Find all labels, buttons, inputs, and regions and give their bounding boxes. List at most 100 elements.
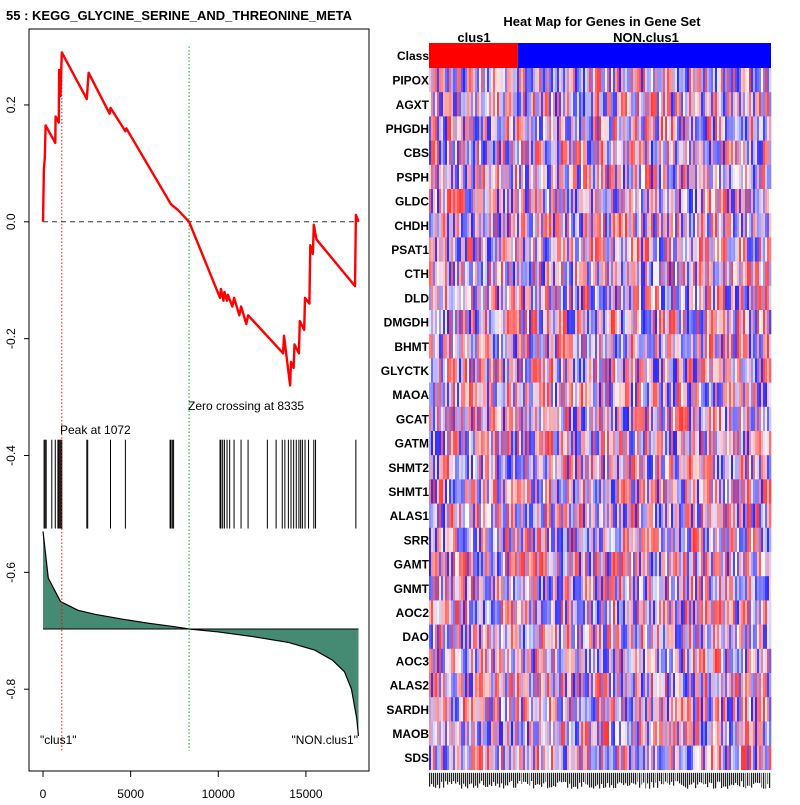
heatmap-cell	[695, 68, 697, 93]
heatmap-cell	[617, 334, 619, 359]
heatmap-cell	[585, 237, 587, 262]
heatmap-cell	[721, 455, 723, 480]
heatmap-cell	[763, 189, 765, 214]
heatmap-cell	[459, 649, 461, 674]
heatmap-cell	[559, 552, 561, 577]
heatmap-cell	[689, 600, 691, 625]
heatmap-cell	[511, 286, 513, 311]
heatmap-cell	[453, 479, 455, 504]
heatmap-cell	[487, 383, 489, 408]
heatmap-cell	[559, 697, 561, 722]
heatmap-cell	[637, 673, 639, 698]
heatmap-cell	[553, 334, 555, 359]
heatmap-cell	[437, 92, 439, 117]
heatmap-cell	[561, 455, 563, 480]
heatmap-cell	[723, 479, 725, 504]
heatmap-cell	[471, 600, 473, 625]
heatmap-cell	[487, 528, 489, 553]
heatmap-cell	[617, 673, 619, 698]
heatmap-cell	[491, 407, 493, 432]
heatmap-cell	[577, 431, 579, 456]
heatmap-cell	[497, 237, 499, 262]
heatmap-cell	[635, 479, 637, 504]
heatmap-cell	[533, 310, 535, 335]
heatmap-cell	[611, 358, 613, 383]
heatmap-cell	[521, 721, 523, 746]
heatmap-cell	[729, 697, 731, 722]
heatmap-cell	[619, 746, 621, 771]
heatmap-cell	[691, 504, 693, 528]
heatmap-cell	[689, 165, 691, 190]
heatmap-cell	[435, 310, 437, 335]
heatmap-cell	[527, 262, 529, 287]
heatmap-cell	[605, 479, 607, 504]
heatmap-cell	[569, 455, 571, 480]
heatmap-cell	[515, 334, 517, 359]
heatmap-cell	[429, 552, 431, 577]
heatmap-cell	[673, 721, 675, 746]
heatmap-cell	[501, 286, 503, 311]
heatmap-cell	[429, 358, 431, 383]
heatmap-cell	[729, 407, 731, 432]
heatmap-cell	[703, 649, 705, 674]
heatmap-cell	[759, 68, 761, 93]
heatmap-cell	[653, 407, 655, 432]
heatmap-cell	[633, 165, 635, 190]
heatmap-cell	[625, 213, 627, 238]
heatmap-cell	[533, 68, 535, 93]
heatmap-cell	[457, 116, 459, 140]
heatmap-cell	[739, 649, 741, 674]
hit-markers	[44, 440, 356, 529]
heatmap-cell	[525, 310, 527, 335]
heatmap-cell	[517, 189, 519, 214]
heatmap-cell	[439, 504, 441, 528]
heatmap-cell	[493, 189, 495, 214]
heatmap-cell	[579, 455, 581, 480]
heatmap-cell	[527, 310, 529, 335]
heatmap-cell	[569, 262, 571, 287]
heatmap-cell	[497, 141, 499, 166]
heatmap-cell	[735, 431, 737, 456]
heatmap-cell	[693, 552, 695, 577]
heatmap-cell	[611, 213, 613, 238]
heatmap-cell	[605, 721, 607, 746]
heatmap-cell	[601, 552, 603, 577]
heatmap-cell	[439, 358, 441, 383]
heatmap-cell	[429, 721, 431, 746]
heatmap-cell	[535, 479, 537, 504]
heatmap-cell	[665, 189, 667, 214]
heatmap-cell	[459, 479, 461, 504]
heatmap-cell	[441, 504, 443, 528]
heatmap-cell	[743, 213, 745, 238]
heatmap-cell	[593, 697, 595, 722]
heatmap-cell	[593, 721, 595, 746]
heatmap-cell	[541, 479, 543, 504]
heatmap-cell	[445, 528, 447, 553]
heatmap-cell	[533, 504, 535, 528]
heatmap-cell	[673, 600, 675, 625]
heatmap-cell	[743, 431, 745, 456]
heatmap-cell	[577, 721, 579, 746]
heatmap-cell	[453, 334, 455, 359]
heatmap-cell	[651, 407, 653, 432]
heatmap-cell	[443, 673, 445, 698]
heatmap-cell	[769, 237, 771, 262]
heatmap-cell	[713, 213, 715, 238]
heatmap-cell	[645, 286, 647, 311]
heatmap-cell	[719, 649, 721, 674]
heatmap-cell	[759, 334, 761, 359]
heatmap-cell	[759, 431, 761, 456]
heatmap-cell	[637, 407, 639, 432]
heatmap-cell	[681, 576, 683, 601]
heatmap-cell	[591, 286, 593, 311]
heatmap-cell	[519, 649, 521, 674]
heatmap-cell	[583, 213, 585, 238]
heatmap-cell	[765, 189, 767, 214]
heatmap-cell	[733, 600, 735, 625]
heatmap-cell	[685, 600, 687, 625]
heatmap-cell	[571, 68, 573, 93]
heatmap-cell	[597, 504, 599, 528]
heatmap-cell	[731, 625, 733, 650]
heatmap-cell	[705, 383, 707, 408]
heatmap-cell	[681, 479, 683, 504]
